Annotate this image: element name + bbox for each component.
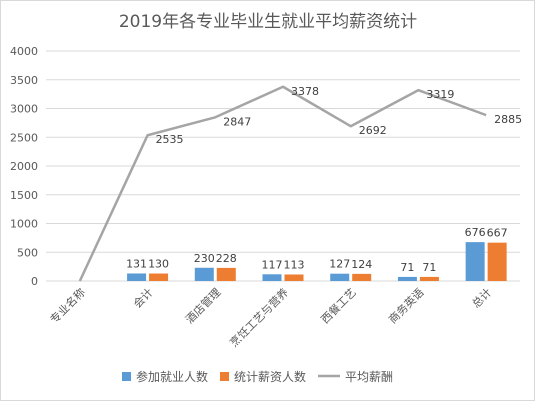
bar-data-label: 228 [216,252,237,265]
legend-swatch [220,372,229,381]
line-data-label: 2692 [359,124,387,137]
bar-data-label: 131 [126,257,147,270]
y-tick-label: 3500 [10,74,38,87]
bar-data-label: 113 [284,259,305,272]
line-平均薪酬 [78,85,487,282]
y-tick-label: 1000 [10,218,38,231]
line-data-label: 3319 [426,88,454,101]
bar-参加就业人数 [127,273,147,281]
legend-label: 统计薪资人数 [234,369,306,384]
bar-data-label: 130 [148,258,169,271]
y-tick-label: 1500 [10,189,38,202]
bar-data-label: 117 [262,258,283,271]
bar-layer [127,242,507,281]
legend-swatch [122,372,131,381]
bar-data-label: 124 [351,258,372,271]
x-axis-tick-labels: 专业名称 会计 酒店管理 烹饪工艺与营养 西餐工艺 商务英语 总计 [47,285,494,349]
x-tick-label: 烹饪工艺与营养 [227,285,291,349]
bar-统计薪资人数 [419,276,439,281]
bar-data-label: 230 [194,252,215,265]
data-label-layer: 131 230 117 127 71 676 130 228 113 124 71 667 2535 28… [126,85,522,274]
y-tick-label: 2500 [10,131,38,144]
legend-label: 参加就业人数 [136,369,208,384]
line-data-label: 3378 [291,85,319,98]
y-tick-label: 500 [17,246,38,259]
x-tick-label: 西餐工艺 [318,285,359,326]
line-data-label: 2535 [156,133,184,146]
bar-data-label: 127 [329,258,350,271]
y-tick-label: 3000 [10,103,38,116]
bar-统计薪资人数 [352,273,372,281]
x-tick-label: 酒店管理 [182,285,223,326]
bar-data-label: 667 [487,227,508,240]
bar-参加就业人数 [330,273,350,281]
grid-layer [46,50,520,282]
bar-统计薪资人数 [216,267,236,281]
bar-参加就业人数 [262,274,282,281]
bar-参加就业人数 [194,267,214,281]
bar-参加就业人数 [397,276,417,281]
y-axis-tick-labels: 0 500 1000 1500 2000 2500 3000 3500 4000 [10,45,38,288]
x-tick-label: 会计 [131,286,156,311]
y-tick-label: 4000 [10,45,38,58]
bar-统计薪资人数 [487,242,507,281]
chart-title: 2019年各专业毕业生就业平均薪资统计 [119,12,417,32]
bar-统计薪资人数 [149,273,169,281]
bar-data-label: 71 [400,261,414,274]
x-tick-label: 专业名称 [47,285,88,326]
x-tick-label: 商务英语 [386,285,427,326]
x-tick-label: 总计 [469,285,494,310]
bar-参加就业人数 [465,242,485,281]
bar-data-label: 71 [422,261,436,274]
legend: 参加就业人数 统计薪资人数 平均薪酬 [122,369,393,384]
line-data-label: 2885 [494,113,522,126]
bar-统计薪资人数 [284,274,304,281]
bar-data-label: 676 [465,226,486,239]
legend-label: 平均薪酬 [345,370,393,384]
y-tick-label: 0 [31,275,38,288]
line-layer [78,85,487,282]
y-tick-label: 2000 [10,160,38,173]
line-data-label: 2847 [223,115,251,128]
